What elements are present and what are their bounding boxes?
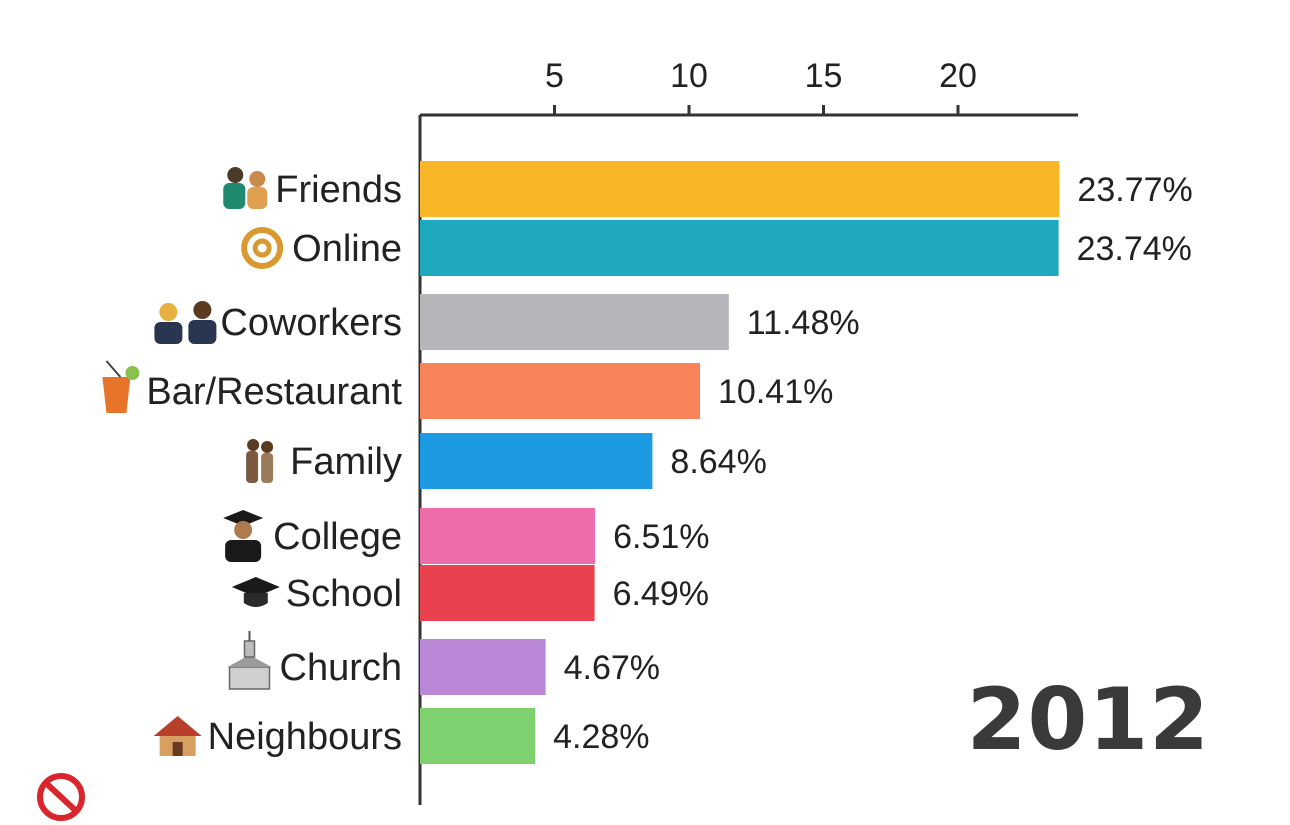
category-label: Coworkers [220, 302, 402, 344]
value-label: 8.64% [670, 443, 766, 481]
bar-church [420, 639, 546, 695]
bar-college [420, 508, 596, 564]
bar-neighbours [420, 708, 536, 764]
house-icon [153, 716, 202, 756]
cocktail-icon [102, 360, 140, 413]
category-label: School [286, 573, 402, 615]
category-label: Family [290, 441, 402, 483]
graduate-icon [223, 510, 264, 562]
category-label: College [273, 516, 402, 558]
category-label: Neighbours [208, 716, 402, 758]
category-label: Friends [275, 169, 402, 211]
category-label: Bar/Restaurant [146, 371, 402, 413]
church-icon [227, 631, 272, 690]
bar-school [420, 565, 595, 621]
bar-coworkers [420, 294, 729, 350]
x-tick-label: 5 [545, 57, 564, 95]
at-sign-icon [241, 227, 284, 269]
x-tick-label: 20 [939, 57, 977, 95]
category-label: Online [292, 228, 402, 270]
value-label: 23.74% [1077, 230, 1192, 268]
x-tick-label: 15 [805, 57, 843, 95]
bar-family [420, 433, 653, 489]
coworkers-icon [154, 301, 217, 344]
value-label: 4.67% [564, 649, 660, 687]
value-label: 6.51% [613, 518, 709, 556]
no-entry-icon[interactable] [36, 772, 86, 822]
value-label: 23.77% [1077, 171, 1192, 209]
grad-cap-icon [231, 577, 280, 607]
bar-online [420, 220, 1059, 276]
x-tick-label: 10 [670, 57, 708, 95]
category-label: Church [280, 647, 403, 689]
year-label: 2012 [966, 670, 1210, 770]
bar-bar-restaurant [420, 363, 701, 419]
people-icon [223, 167, 268, 209]
value-label: 6.49% [613, 575, 709, 613]
value-label: 10.41% [718, 373, 833, 411]
bar-friends [420, 161, 1060, 217]
value-label: 4.28% [553, 718, 649, 756]
value-label: 11.48% [747, 304, 860, 342]
family-icon [246, 439, 274, 483]
